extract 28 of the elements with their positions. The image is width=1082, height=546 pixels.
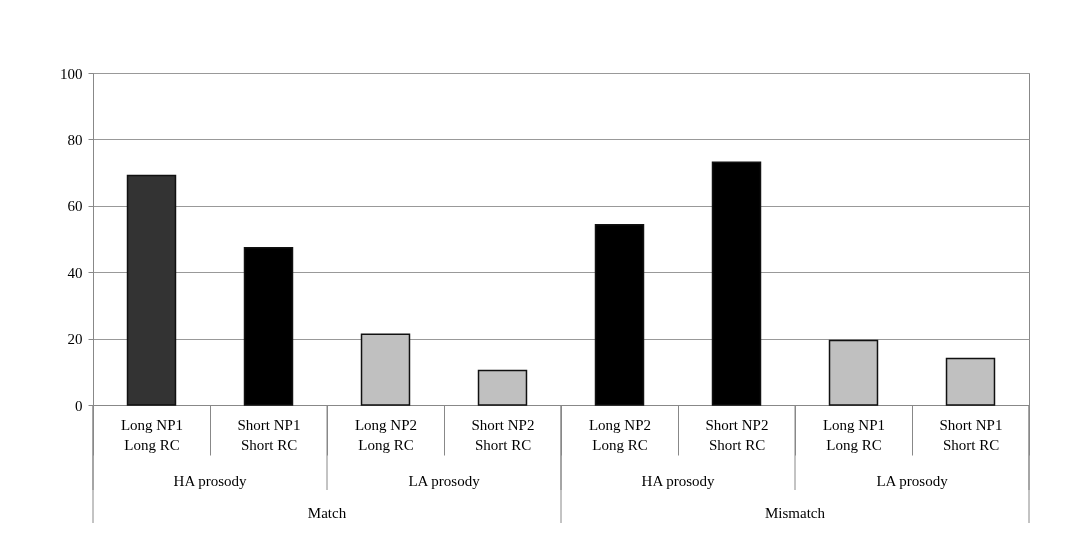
bar	[243, 246, 294, 406]
x-tick-label: Long NP1 Long RC	[822, 416, 886, 453]
x-tick-label: Short NP2 Short RC	[471, 416, 535, 453]
text: Match	[307, 505, 347, 521]
bar	[945, 357, 996, 406]
bar	[711, 161, 762, 406]
x-tick-label: Long NP1 Long RC	[120, 416, 184, 453]
text: LA prosody	[408, 473, 481, 489]
bar	[477, 369, 528, 406]
y-tick-label: 80	[67, 131, 83, 148]
bar	[360, 333, 411, 406]
bar	[126, 174, 177, 406]
x-tick-label: Short NP1 Short RC	[939, 416, 1003, 453]
x-tick-label: Long NP2 Long RC	[354, 416, 418, 453]
text: HA prosody	[173, 473, 247, 489]
text: Mismatch	[765, 505, 826, 521]
y-tick-label: 100	[60, 65, 83, 82]
x-tick-label: Long NP2 Long RC	[588, 416, 652, 453]
y-tick-label: 40	[67, 264, 83, 281]
bar	[828, 339, 879, 406]
y-tick-label: 20	[67, 331, 83, 348]
x-tick-label: Short NP1 Short RC	[237, 416, 301, 453]
y-tick-label: 0	[75, 397, 83, 414]
y-tick-label: 60	[67, 198, 83, 215]
x-tick-label: Short NP2 Short RC	[705, 416, 769, 453]
text: HA prosody	[641, 473, 715, 489]
text: LA prosody	[876, 473, 949, 489]
bar	[594, 223, 645, 406]
